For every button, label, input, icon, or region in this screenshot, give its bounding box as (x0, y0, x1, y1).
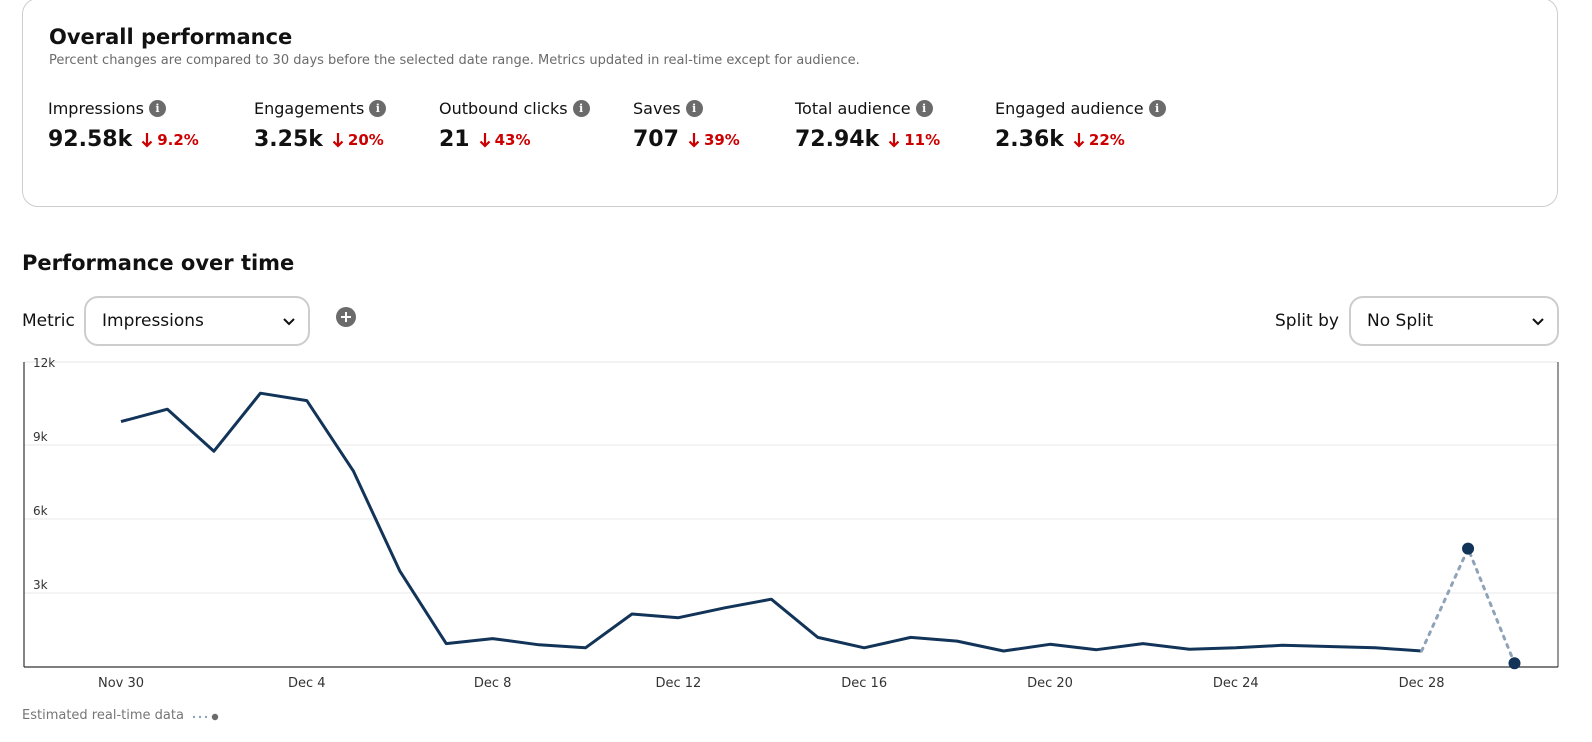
overall-performance-title: Overall performance (49, 25, 293, 49)
metric-label: Impressions i (48, 98, 199, 118)
metric-label-text: Outbound clicks (439, 98, 568, 118)
metric-change: 9.2% (157, 130, 199, 149)
impressions-series-line (120, 391, 1422, 653)
metric-label: Engaged audience i (995, 98, 1166, 118)
x-tick-label: Dec 12 (655, 676, 701, 691)
metric-select-value: Impressions (102, 311, 204, 331)
x-tick-label: Nov 30 (98, 676, 144, 691)
info-icon[interactable]: i (369, 99, 387, 117)
estimated-data-point (1462, 542, 1475, 555)
x-tick-label: Dec 20 (1027, 676, 1073, 691)
overall-performance-card: Overall performance Percent changes are … (22, 0, 1558, 207)
metric-change: 20% (347, 130, 384, 149)
arrow-down-icon (141, 132, 153, 148)
y-tick-label: 9k (33, 430, 48, 444)
metric-value: 707 (633, 127, 679, 152)
metric-outbound-clicks: Outbound clicks i 21 43% (439, 98, 590, 152)
estimated-legend-label: Estimated real-time data (22, 708, 184, 723)
performance-over-time-title: Performance over time (22, 251, 295, 275)
info-icon[interactable]: i (1148, 99, 1166, 117)
metric-change: 39% (703, 130, 740, 149)
y-tick-label: 12k (33, 356, 55, 370)
overall-performance-subtitle: Percent changes are compared to 30 days … (49, 53, 860, 68)
y-tick-label: 3k (33, 578, 48, 592)
metric-value: 92.58k (48, 127, 133, 152)
metric-value: 21 (439, 127, 470, 152)
metric-value-row: 92.58k 9.2% (48, 127, 199, 152)
x-tick-label: Dec 24 (1213, 676, 1259, 691)
x-tick-label: Dec 16 (841, 676, 887, 691)
metric-label-text: Engagements (254, 98, 365, 118)
chevron-down-icon (1532, 318, 1544, 326)
metric-change: 22% (1088, 130, 1125, 149)
arrow-down-icon (332, 132, 344, 148)
metric-engaged-audience: Engaged audience i 2.36k 22% (995, 98, 1166, 152)
chevron-down-icon (283, 318, 295, 326)
metric-value-row: 707 39% (633, 127, 740, 152)
metric-value-row: 72.94k 11% (795, 127, 940, 152)
metric-label-text: Engaged audience (995, 98, 1144, 118)
split-by-select[interactable]: No Split (1349, 296, 1559, 346)
metric-impressions: Impressions i 92.58k 9.2% (48, 98, 199, 153)
arrow-down-icon (1073, 132, 1085, 148)
arrow-down-icon (888, 132, 900, 148)
x-tick-label: Dec 4 (288, 676, 326, 691)
metric-value: 72.94k (795, 127, 880, 152)
info-icon[interactable]: i (148, 99, 166, 117)
metric-label: Metric (22, 311, 75, 331)
chart-legend: Estimated real-time data (22, 708, 230, 723)
plus-icon (341, 312, 351, 322)
estimated-dotted-line-icon (192, 713, 219, 720)
metric-label: Engagements i (254, 98, 387, 118)
metric-label: Outbound clicks i (439, 98, 590, 118)
arrow-down-icon (688, 132, 700, 148)
estimated-series-line (1420, 544, 1516, 665)
performance-line-chart: 3k 6k 9k 12k Nov 30 Dec 4 Dec 8 Dec 12 Dec 16 Dec… (23, 356, 1559, 691)
y-tick-label: 6k (33, 504, 48, 518)
estimated-data-point (1508, 657, 1521, 670)
metric-saves: Saves i 707 39% (633, 98, 740, 153)
metric-engagements: Engagements i 3.25k 20% (254, 98, 387, 152)
info-icon[interactable]: i (572, 99, 590, 117)
metric-total-audience: Total audience i 72.94k 11% (795, 98, 940, 153)
add-metric-button[interactable] (336, 307, 356, 327)
metric-label-text: Impressions (48, 98, 144, 118)
metric-value: 3.25k (254, 127, 323, 152)
info-icon[interactable]: i (685, 99, 703, 117)
metric-label-text: Saves (633, 98, 681, 118)
metric-value-row: 2.36k 22% (995, 127, 1166, 152)
metric-value-row: 3.25k 20% (254, 127, 386, 152)
info-icon[interactable]: i (915, 99, 933, 117)
metric-label: Total audience i (795, 98, 940, 118)
metric-change: 11% (904, 130, 941, 149)
metric-label-text: Total audience (795, 98, 911, 118)
x-tick-label: Dec 8 (474, 676, 512, 691)
arrow-down-icon (479, 132, 490, 148)
metric-value-row: 21 43% (439, 127, 590, 152)
split-by-label: Split by (1275, 311, 1339, 331)
metric-value: 2.36k (995, 127, 1064, 152)
metric-select[interactable]: Impressions (84, 296, 310, 346)
x-tick-label: Dec 28 (1399, 676, 1445, 691)
metric-label: Saves i (633, 98, 740, 118)
metric-change: 43% (494, 130, 531, 149)
split-by-select-value: No Split (1367, 311, 1434, 331)
